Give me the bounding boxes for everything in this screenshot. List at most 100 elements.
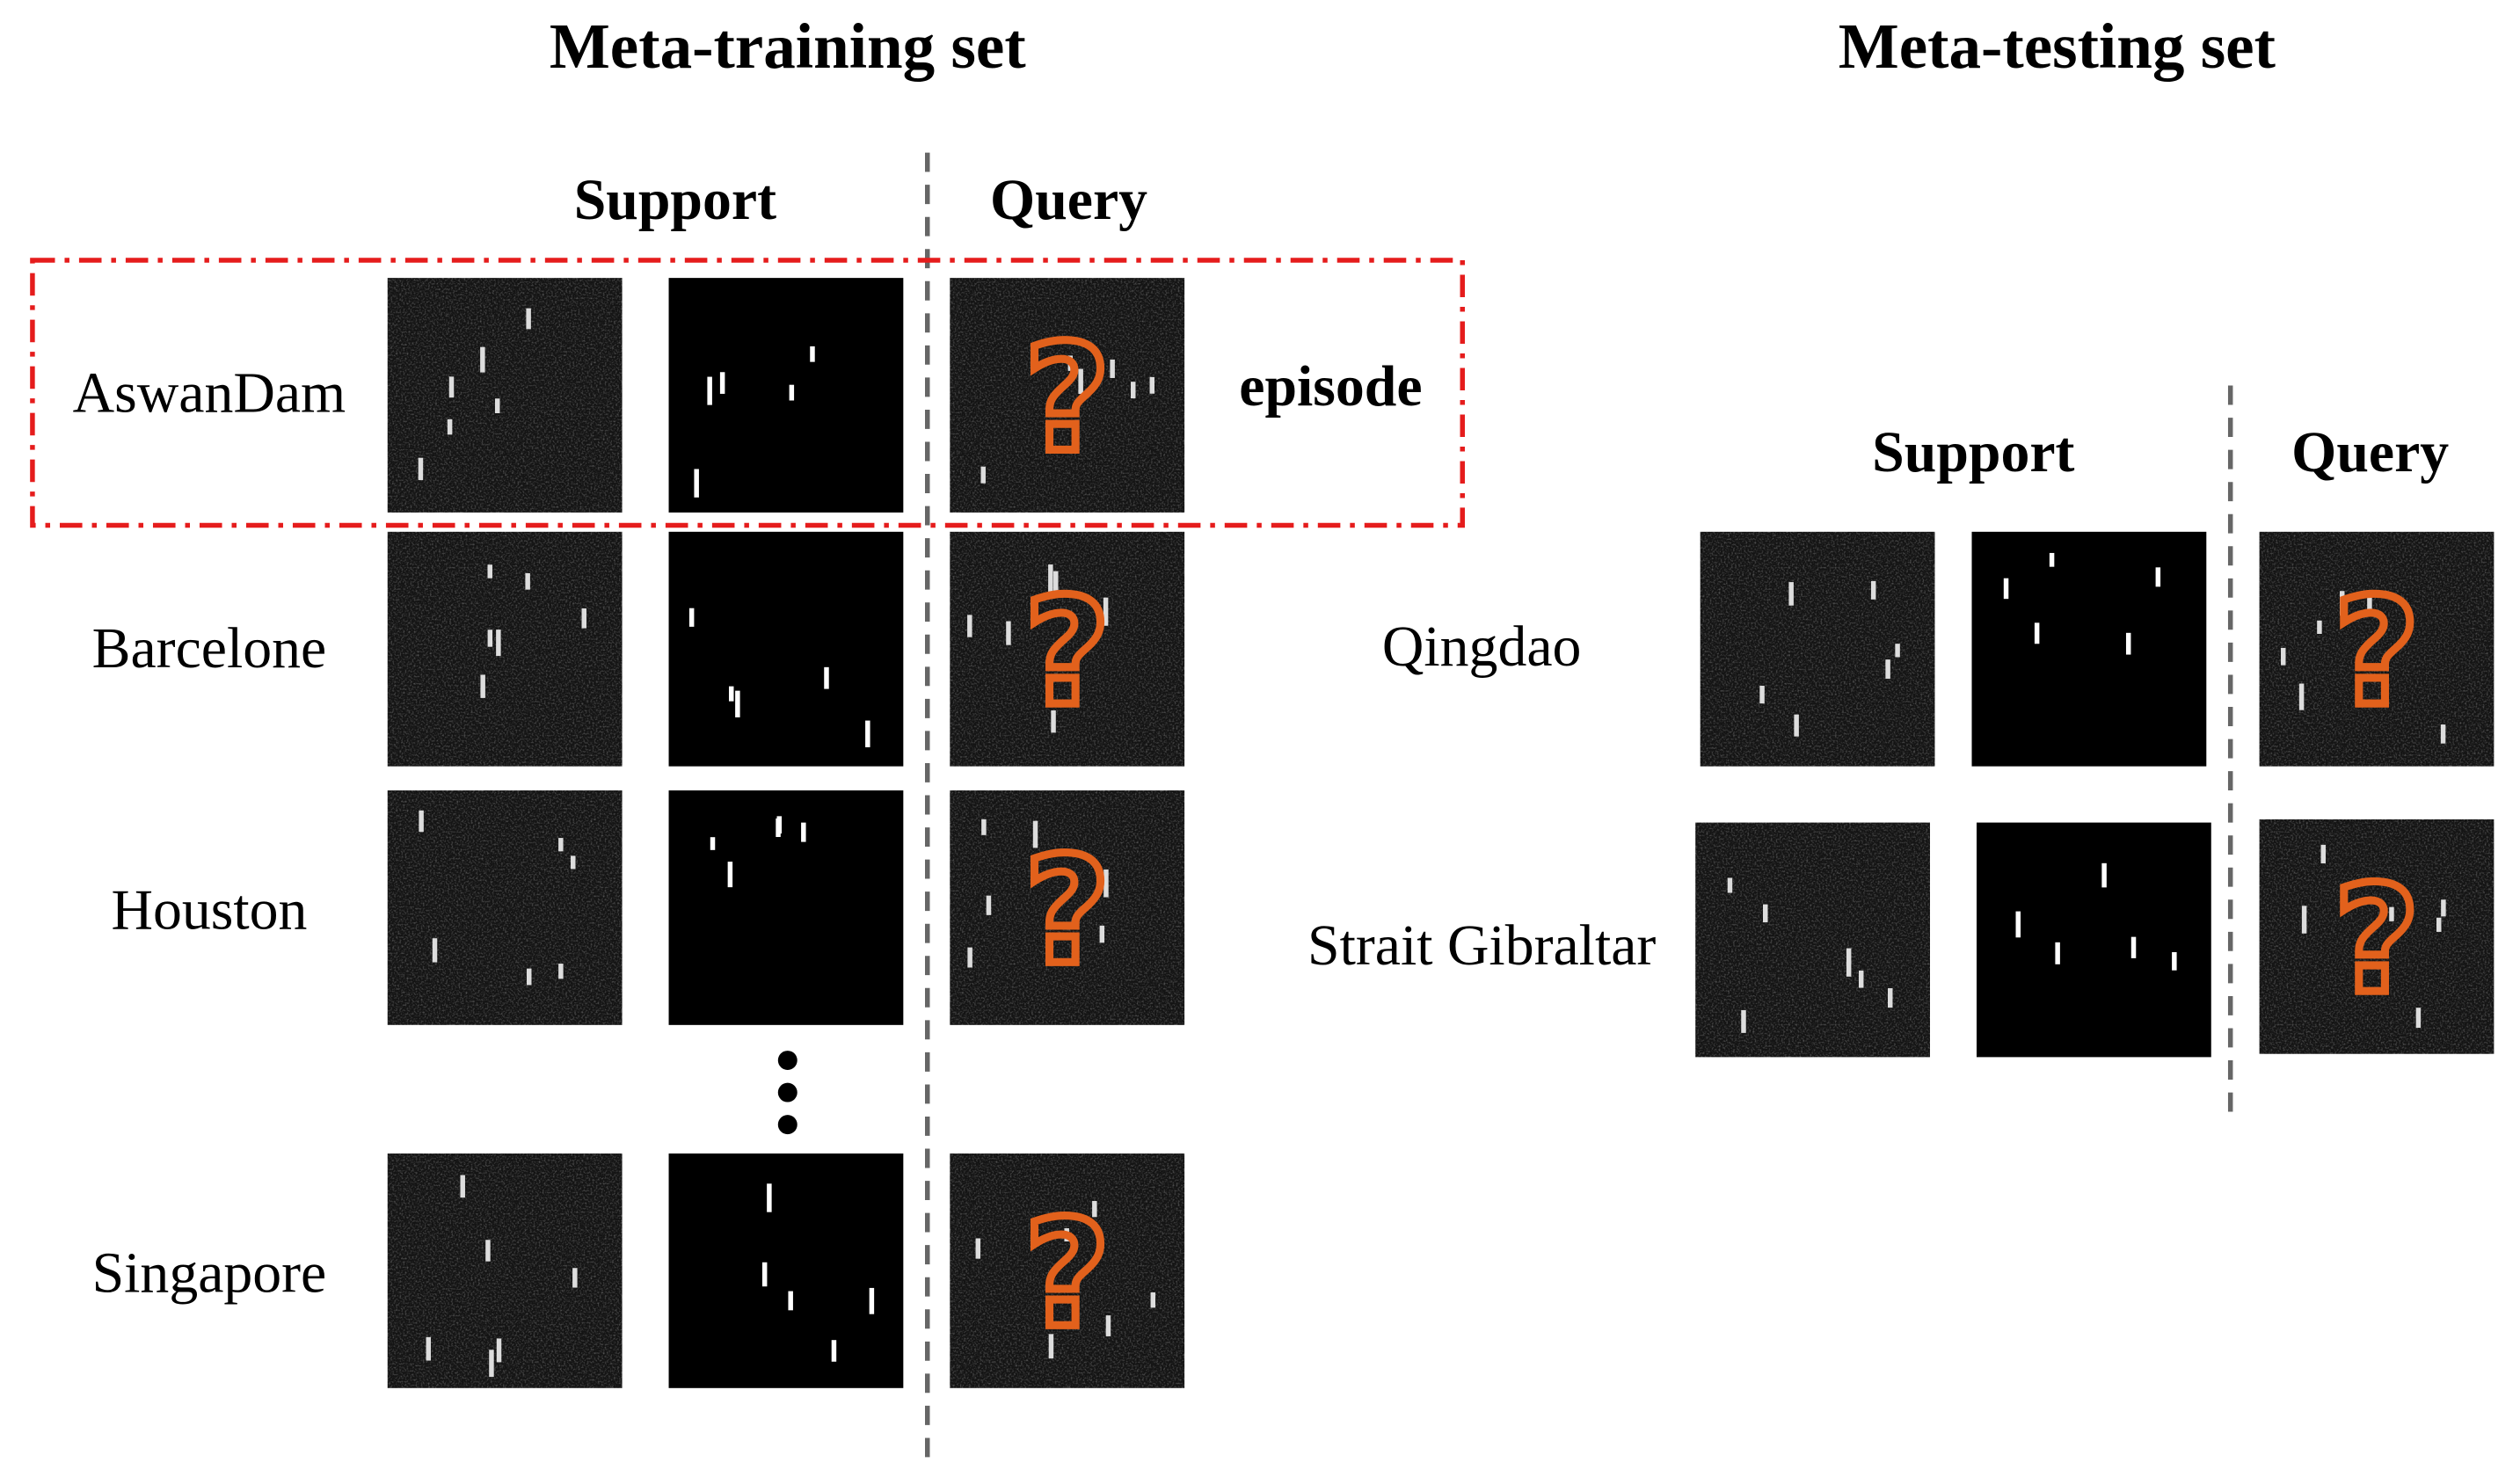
mask-target — [2155, 567, 2161, 587]
mask-target — [2172, 951, 2177, 971]
target — [1788, 582, 1794, 606]
target — [2389, 906, 2394, 921]
target — [487, 564, 492, 579]
target — [581, 608, 586, 629]
sar-image — [387, 790, 623, 1025]
mask-target — [2049, 552, 2055, 567]
sar-image — [950, 531, 1185, 767]
mask-image — [668, 790, 904, 1025]
target — [1150, 1292, 1156, 1308]
mask-target — [801, 822, 806, 842]
image-bg — [1971, 531, 2207, 767]
target — [1870, 580, 1876, 600]
target — [448, 376, 455, 398]
image-bg — [668, 1153, 904, 1388]
row-label: AswanDam — [73, 360, 346, 425]
target — [980, 466, 986, 484]
row-label: Houston — [111, 878, 307, 942]
mask-target — [767, 1183, 772, 1212]
mask-target — [694, 469, 699, 498]
target — [571, 855, 576, 870]
target — [2301, 906, 2307, 934]
target — [967, 947, 972, 968]
target — [480, 346, 485, 373]
target — [2317, 620, 2322, 634]
target — [487, 629, 493, 647]
mask-target — [710, 837, 716, 850]
mask-target — [2055, 942, 2060, 964]
speckle — [950, 1153, 1185, 1388]
target — [447, 418, 453, 435]
mask-target — [865, 720, 870, 747]
target — [494, 398, 500, 413]
target — [1763, 904, 1768, 923]
query-mark: ? — [1024, 825, 1111, 997]
target — [2440, 724, 2446, 744]
target — [2436, 917, 2442, 932]
target — [1078, 368, 1083, 395]
sar-image — [2259, 531, 2495, 767]
speckle — [387, 1153, 623, 1388]
sar-image — [387, 531, 623, 767]
mask-target — [727, 862, 733, 888]
target — [1858, 970, 1864, 988]
query-mark: ? — [1024, 566, 1111, 739]
speckle — [387, 790, 623, 1025]
speckle — [950, 531, 1185, 767]
mask-target — [2130, 936, 2137, 958]
ellipsis-dot — [777, 1115, 798, 1135]
speckle — [2259, 531, 2495, 767]
query-mark: ? — [2334, 566, 2420, 739]
target — [418, 457, 424, 481]
target — [1103, 869, 1109, 898]
speckle — [950, 278, 1185, 513]
sar-image — [1695, 822, 1930, 1058]
row-label: Strait Gibraltar — [1307, 913, 1656, 978]
mask-target — [688, 608, 695, 627]
mask-target — [810, 346, 815, 362]
episode-box — [30, 258, 1465, 528]
target — [1103, 597, 1109, 626]
ellipsis-dot — [777, 1051, 798, 1070]
support-label: Support — [1872, 420, 2074, 484]
testing-title: Meta-testing set — [1839, 11, 2276, 82]
target — [1885, 659, 1890, 679]
mask-image — [668, 278, 904, 513]
image-bg — [1976, 822, 2211, 1058]
mask-target — [831, 1340, 837, 1362]
training-title: Meta-training set — [550, 11, 1027, 82]
ellipsis-dot — [777, 1082, 798, 1102]
mask-image — [668, 1153, 904, 1388]
image-bg — [668, 278, 904, 513]
image-bg — [668, 790, 904, 1025]
speckle — [387, 531, 623, 767]
speckle — [1695, 822, 1930, 1058]
target — [1032, 820, 1038, 848]
target — [1048, 1334, 1054, 1359]
target — [572, 1268, 578, 1288]
target — [1067, 355, 1074, 371]
target — [1895, 644, 1900, 658]
target — [1006, 621, 1011, 645]
target — [981, 819, 987, 835]
speckle — [387, 278, 623, 513]
row-label: Qingdao — [1382, 615, 1582, 679]
image-bg — [668, 531, 904, 767]
mask-target — [789, 384, 795, 401]
target — [2367, 590, 2372, 614]
target — [1048, 564, 1053, 593]
target — [1105, 1315, 1111, 1336]
target — [1727, 877, 1733, 893]
mask-target — [735, 690, 740, 717]
target — [525, 572, 530, 590]
query-mark: ? — [1024, 1188, 1111, 1360]
target — [967, 615, 972, 637]
row-label: Singapore — [92, 1241, 327, 1306]
target — [1064, 1228, 1069, 1242]
sar-image — [950, 278, 1185, 513]
target — [558, 838, 564, 852]
speckle — [2259, 819, 2495, 1054]
target — [1794, 714, 1799, 737]
